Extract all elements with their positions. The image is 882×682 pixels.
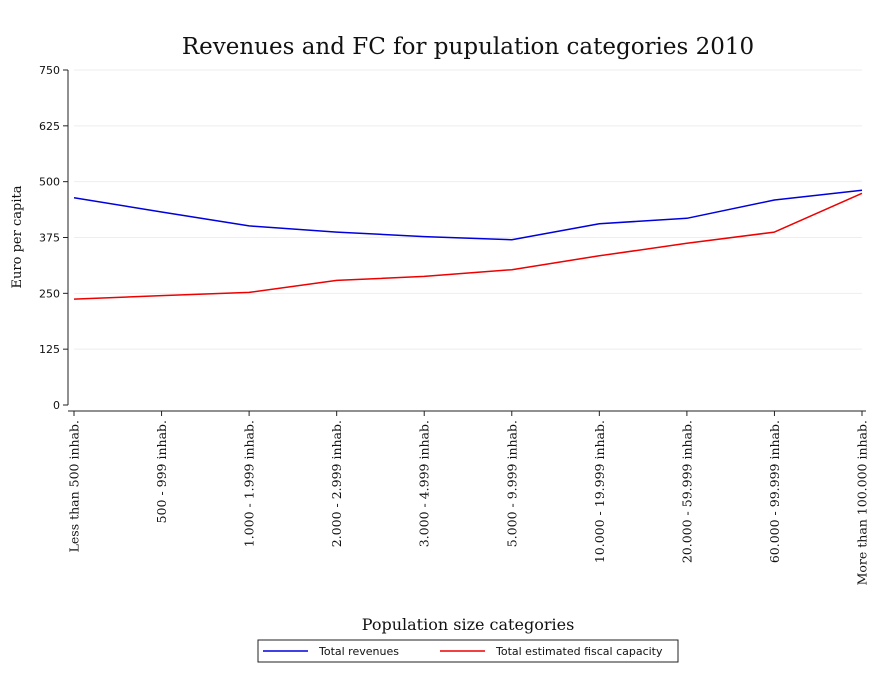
x-tick-label: 1.000 - 1.999 inhab. [242, 420, 257, 547]
x-axis-title: Population size categories [362, 615, 575, 634]
x-tick-label: More than 100.000 inhab. [855, 420, 870, 585]
series-line-total-revenues [73, 189, 863, 241]
x-tick-labels: Less than 500 inhab. 500 - 999 inhab. 1.00… [67, 420, 870, 585]
legend: Total revenues Total estimated fiscal cap… [257, 639, 679, 663]
y-axis-title: Euro per capita [10, 185, 25, 288]
x-tick-label: 60.000 - 99.999 inhab. [767, 420, 782, 563]
x-tick-label: 10.000 - 19.999 inhab. [592, 420, 607, 563]
x-tick-label: Less than 500 inhab. [67, 420, 82, 552]
series-lines [73, 189, 863, 300]
x-tick-label: 500 - 999 inhab. [154, 420, 169, 523]
x-tick-label: 5.000 - 9.999 inhab. [504, 420, 519, 547]
chart-title: Revenues and FC for pupulation categorie… [182, 34, 754, 60]
y-tick-label: 125 [39, 343, 60, 356]
x-tick-label: 3.000 - 4.999 inhab. [417, 420, 432, 547]
legend-label: Total revenues [318, 645, 399, 658]
y-tick-labels: 0 125 250 375 500 625 750 [39, 64, 60, 412]
y-tick-label: 625 [39, 120, 60, 133]
y-tick-label: 0 [53, 399, 60, 412]
x-tick-label: 20.000 - 59.999 inhab. [679, 420, 694, 563]
gridlines [74, 69, 862, 350]
axes [63, 69, 866, 416]
x-tick-label: 2.000 - 2.999 inhab. [329, 420, 344, 547]
y-tick-label: 750 [39, 64, 60, 77]
series-line-total-fiscal-capacity [73, 192, 863, 300]
y-tick-label: 375 [39, 232, 60, 245]
y-tick-label: 250 [39, 287, 60, 300]
y-tick-label: 500 [39, 176, 60, 189]
legend-label: Total estimated fiscal capacity [495, 645, 663, 658]
